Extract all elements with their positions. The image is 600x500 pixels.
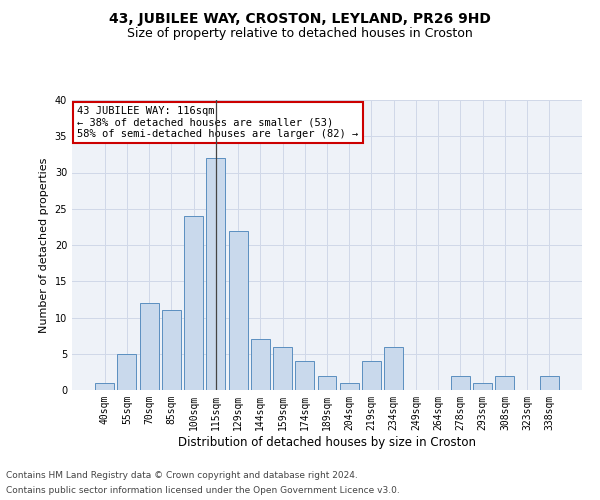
Bar bbox=[451, 376, 470, 390]
X-axis label: Distribution of detached houses by size in Croston: Distribution of detached houses by size … bbox=[178, 436, 476, 448]
Bar bbox=[473, 383, 492, 390]
Bar bbox=[496, 376, 514, 390]
Bar bbox=[540, 376, 559, 390]
Bar bbox=[273, 346, 292, 390]
Bar bbox=[295, 361, 314, 390]
Text: Size of property relative to detached houses in Croston: Size of property relative to detached ho… bbox=[127, 28, 473, 40]
Bar bbox=[140, 303, 158, 390]
Bar bbox=[340, 383, 359, 390]
Bar bbox=[384, 346, 403, 390]
Bar bbox=[162, 310, 181, 390]
Y-axis label: Number of detached properties: Number of detached properties bbox=[39, 158, 49, 332]
Text: Contains HM Land Registry data © Crown copyright and database right 2024.: Contains HM Land Registry data © Crown c… bbox=[6, 471, 358, 480]
Bar bbox=[251, 339, 270, 390]
Bar bbox=[362, 361, 381, 390]
Text: Contains public sector information licensed under the Open Government Licence v3: Contains public sector information licen… bbox=[6, 486, 400, 495]
Bar bbox=[118, 354, 136, 390]
Bar bbox=[95, 383, 114, 390]
Text: 43, JUBILEE WAY, CROSTON, LEYLAND, PR26 9HD: 43, JUBILEE WAY, CROSTON, LEYLAND, PR26 … bbox=[109, 12, 491, 26]
Bar bbox=[206, 158, 225, 390]
Text: 43 JUBILEE WAY: 116sqm
← 38% of detached houses are smaller (53)
58% of semi-det: 43 JUBILEE WAY: 116sqm ← 38% of detached… bbox=[77, 106, 358, 139]
Bar bbox=[184, 216, 203, 390]
Bar bbox=[229, 230, 248, 390]
Bar bbox=[317, 376, 337, 390]
